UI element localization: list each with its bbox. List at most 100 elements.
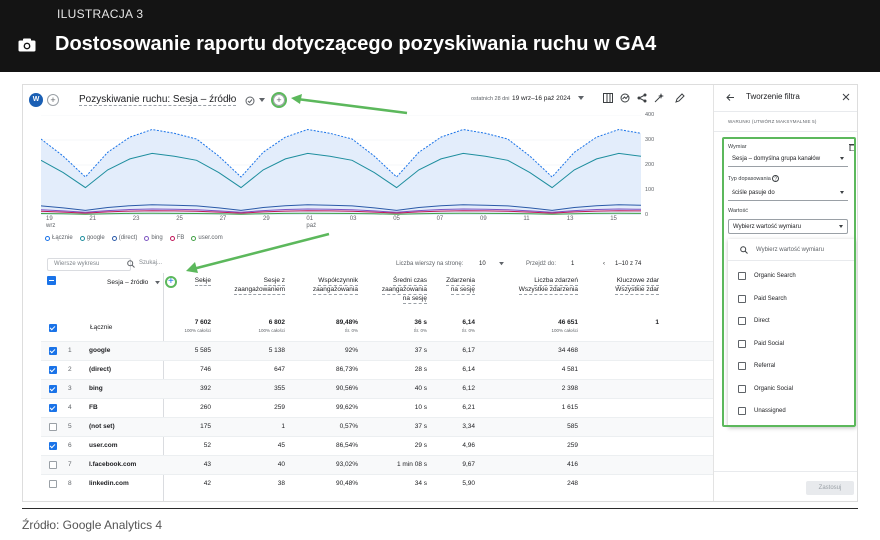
- metric-header[interactable]: Zdarzenia: [446, 277, 475, 286]
- option-checkbox[interactable]: [738, 407, 746, 415]
- legend-item[interactable]: google: [79, 235, 105, 241]
- table-row[interactable]: 1 google 5 585 5 138 92% 37 s 6,17 34 468: [41, 341, 713, 360]
- chart-rows-search[interactable]: Wiersze wykresu: [47, 258, 131, 271]
- x-tick-label: 15: [610, 216, 617, 222]
- illustration-label: ILUSTRACJA 3: [57, 7, 144, 21]
- series-direct-line: [41, 204, 642, 211]
- metric-header[interactable]: zaangażowania: [381, 286, 427, 295]
- table-search-input[interactable]: Szukaj...: [127, 258, 241, 271]
- columns-icon[interactable]: [603, 93, 613, 103]
- row-source[interactable]: linkedin.com: [89, 480, 129, 487]
- option-checkbox[interactable]: [738, 294, 746, 303]
- sort-desc-icon[interactable]: ↓: [202, 276, 206, 283]
- row-source[interactable]: user.com: [89, 442, 118, 449]
- table-row[interactable]: 7 l.facebook.com 43 40 93,02% 1 min 08 s 9,67 4…: [41, 455, 713, 474]
- row-checkbox[interactable]: [49, 366, 57, 374]
- select-all-checkbox[interactable]: [47, 276, 56, 285]
- chevron-down-icon[interactable]: [499, 262, 504, 266]
- row-source[interactable]: l.facebook.com: [89, 461, 137, 468]
- option-checkbox[interactable]: [738, 272, 746, 280]
- legend-item[interactable]: (direct): [111, 235, 137, 241]
- chevron-down-icon[interactable]: [578, 96, 584, 101]
- share-icon[interactable]: [637, 93, 647, 103]
- metric-header[interactable]: Sesje: [194, 277, 211, 286]
- row-value: 1 615: [561, 404, 578, 411]
- legend-item[interactable]: bing: [144, 235, 163, 241]
- table-row[interactable]: 2 (direct) 746 647 86,73% 28 s 6,14 4 581: [41, 360, 713, 379]
- prev-page-icon[interactable]: ‹: [603, 261, 605, 267]
- chevron-down-icon[interactable]: [259, 98, 265, 103]
- legend-item[interactable]: Łącznie: [45, 235, 73, 241]
- row-value: 4,96: [462, 442, 475, 449]
- total-subtext: Śr. 0%: [461, 328, 475, 333]
- metric-header[interactable]: zaangażowaniem: [234, 286, 285, 295]
- table-row[interactable]: 4 FB 260 259 99,62% 10 s 6,21 1 615: [41, 398, 713, 417]
- footer-divider: [22, 508, 858, 509]
- table-row[interactable]: 5 (not set) 175 1 0,57% 37 s 3,34 585: [41, 417, 713, 436]
- dimension-header[interactable]: Sesja – źródło: [107, 279, 149, 286]
- row-checkbox[interactable]: [49, 480, 57, 488]
- check-circle-icon[interactable]: [245, 96, 255, 106]
- value-select[interactable]: Wybierz wartość wymiaru: [728, 219, 848, 234]
- total-subtext: 100% całości: [258, 328, 285, 333]
- row-number: 5: [68, 423, 72, 430]
- date-range[interactable]: 19 wrz–16 paź 2024: [512, 95, 571, 102]
- option-checkbox[interactable]: [738, 384, 746, 393]
- metric-header[interactable]: Liczba zdarzeń: [534, 277, 578, 286]
- sparkle-icon[interactable]: [654, 93, 664, 103]
- table-row[interactable]: 8 linkedin.com 42 38 90,48% 34 s 5,90 248: [41, 474, 713, 493]
- row-source[interactable]: google: [89, 347, 111, 354]
- avatar[interactable]: W: [29, 93, 43, 107]
- apply-button[interactable]: Zastosuj: [806, 481, 854, 495]
- y-tick-label: 200: [645, 162, 655, 168]
- row-source[interactable]: bing: [89, 385, 103, 392]
- metric-header[interactable]: Wszystkie zdarzenia: [518, 286, 578, 295]
- table-row[interactable]: 6 user.com 52 45 86,54% 29 s 4,96 259: [41, 436, 713, 455]
- metric-header[interactable]: zaangażowania: [312, 286, 358, 295]
- row-source[interactable]: (direct): [89, 366, 112, 373]
- metric-header[interactable]: na sesję: [402, 295, 427, 304]
- metric-header[interactable]: Średni czas: [393, 277, 427, 286]
- row-checkbox[interactable]: [49, 404, 57, 412]
- svg-text:?: ?: [774, 177, 777, 183]
- row-checkbox[interactable]: [49, 324, 57, 332]
- row-checkbox[interactable]: [49, 347, 57, 355]
- metric-header[interactable]: Wszystkie zdar: [615, 286, 659, 295]
- row-checkbox[interactable]: [49, 385, 57, 393]
- dimension-select[interactable]: Sesja – domyślna grupa kanałów: [728, 152, 848, 167]
- edit-icon[interactable]: [675, 93, 685, 103]
- goto-input[interactable]: 1: [571, 261, 575, 267]
- chevron-down-icon[interactable]: [155, 281, 160, 285]
- row-source[interactable]: FB: [89, 404, 98, 411]
- row-checkbox[interactable]: [49, 442, 57, 450]
- option-checkbox[interactable]: [738, 362, 746, 370]
- metric-header[interactable]: Sesje z: [263, 277, 285, 286]
- insights-icon[interactable]: [620, 93, 630, 103]
- row-value: 6,17: [462, 347, 475, 354]
- option-checkbox[interactable]: [738, 339, 746, 348]
- add-comparison-icon[interactable]: +: [47, 94, 59, 106]
- option-checkbox[interactable]: [738, 317, 746, 325]
- value-label: Wartość: [728, 208, 748, 214]
- row-checkbox[interactable]: [49, 461, 57, 469]
- search-icon: [127, 260, 135, 268]
- legend-item[interactable]: user.com: [191, 235, 223, 241]
- row-source[interactable]: (not set): [89, 423, 115, 430]
- row-checkbox[interactable]: [49, 423, 57, 431]
- metric-header[interactable]: Kluczowe zdar: [616, 277, 659, 286]
- help-icon[interactable]: ?: [772, 175, 779, 182]
- header-banner: ILUSTRACJA 3 Dostosowanie raportu dotycz…: [0, 0, 880, 72]
- match-type-select[interactable]: ściśle pasuje do: [728, 186, 848, 201]
- close-icon[interactable]: [842, 93, 850, 101]
- metric-header[interactable]: na sesję: [450, 286, 475, 295]
- report-title[interactable]: Pozyskiwanie ruchu: Sesja – źródło: [79, 94, 237, 106]
- metric-header[interactable]: Współczynnik: [318, 277, 358, 286]
- legend-label: user.com: [198, 235, 223, 241]
- back-arrow-icon[interactable]: [726, 93, 735, 102]
- series-google-line: [41, 152, 642, 189]
- filter-panel: Tworzenie filtra WARUNKI (UTWÓRZ MAKSYMA…: [713, 85, 857, 501]
- rows-per-page-select[interactable]: 10: [479, 261, 486, 267]
- legend-item[interactable]: FB: [169, 235, 184, 241]
- table-row[interactable]: 3 bing 392 355 90,56% 40 s 6,12 2 398: [41, 379, 713, 398]
- options-search-input[interactable]: Wybierz wartość wymiaru: [756, 247, 824, 253]
